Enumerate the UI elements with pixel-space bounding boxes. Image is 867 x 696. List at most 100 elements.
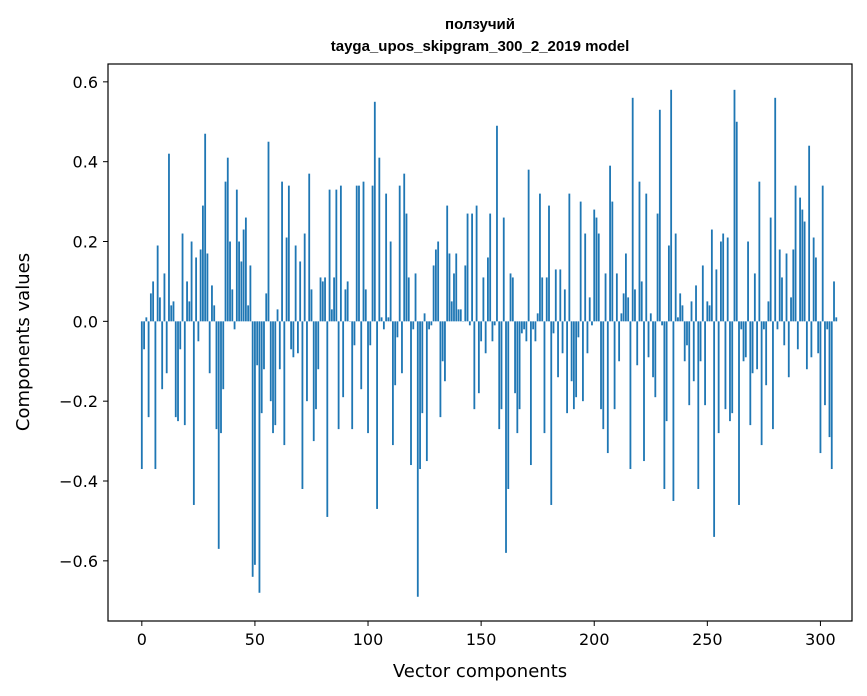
- bar-169: [523, 321, 526, 330]
- bar-293: [803, 221, 806, 322]
- bar-164: [511, 277, 514, 322]
- bar-36: [222, 321, 225, 390]
- bar-264: [738, 321, 740, 505]
- bar-206: [606, 321, 609, 454]
- bar-214: [625, 253, 627, 322]
- bar-267: [744, 321, 747, 358]
- x-axis-label: Vector components: [393, 661, 567, 682]
- x-tick-label: 250: [692, 630, 723, 649]
- bar-101: [369, 321, 372, 346]
- bar-298: [815, 257, 817, 322]
- bar-228: [656, 213, 659, 322]
- bar-3: [147, 321, 150, 418]
- bar-124: [421, 321, 424, 414]
- bar-289: [794, 185, 797, 322]
- bar-51: [256, 321, 259, 366]
- bar-144: [466, 213, 469, 322]
- bar-302: [824, 321, 826, 406]
- bar-294: [805, 321, 808, 370]
- x-tick-label: 50: [245, 630, 265, 649]
- bar-232: [665, 321, 668, 422]
- bar-33: [215, 321, 218, 430]
- bar-273: [758, 181, 761, 322]
- bar-305: [830, 321, 833, 470]
- bar-191: [572, 321, 575, 410]
- bar-216: [629, 321, 632, 470]
- bar-4: [149, 293, 152, 322]
- bar-223: [645, 193, 648, 322]
- bar-274: [760, 321, 763, 446]
- bar-227: [654, 321, 657, 398]
- y-tick-label: −0.6: [59, 552, 98, 571]
- bar-188: [566, 321, 568, 414]
- bar-210: [615, 273, 618, 322]
- bar-74: [308, 173, 311, 322]
- bar-279: [772, 321, 774, 430]
- bar-272: [756, 321, 759, 370]
- bar-165: [514, 321, 516, 394]
- bar-181: [550, 321, 553, 505]
- bar-37: [224, 181, 227, 322]
- bar-266: [742, 321, 745, 362]
- bar-29: [206, 253, 209, 322]
- y-tick-label: 0.4: [73, 153, 98, 172]
- bar-98: [362, 181, 365, 322]
- bar-261: [731, 321, 734, 414]
- bar-208: [611, 201, 614, 322]
- bar-99: [364, 289, 367, 322]
- bar-184: [557, 321, 559, 378]
- bar-18: [181, 233, 184, 322]
- y-tick-label: 0.0: [73, 312, 98, 331]
- bar-88: [339, 185, 342, 322]
- bar-204: [602, 321, 605, 430]
- bar-148: [475, 205, 478, 322]
- bar-79: [319, 277, 322, 322]
- bar-52: [258, 321, 261, 593]
- bar-96: [358, 185, 360, 322]
- bar-90: [344, 289, 347, 322]
- bar-234: [670, 89, 673, 322]
- bar-190: [570, 321, 573, 382]
- bar-161: [505, 321, 507, 553]
- bar-117: [405, 213, 408, 322]
- bar-212: [620, 313, 623, 322]
- bar-108: [385, 193, 388, 322]
- bar-53: [260, 321, 263, 414]
- bar-160: [502, 217, 505, 322]
- bar-166: [516, 321, 519, 434]
- bar-22: [190, 241, 193, 322]
- bar-306: [833, 281, 835, 322]
- bar-281: [776, 321, 779, 330]
- bar-201: [595, 217, 598, 322]
- bar-238: [679, 293, 682, 322]
- bar-207: [609, 165, 611, 322]
- bar-278: [769, 217, 772, 322]
- bar-222: [643, 321, 645, 462]
- x-axis-ticks: 0 50 100 150 200 250 300: [137, 621, 836, 649]
- x-tick-label: 0: [137, 630, 147, 649]
- bar-277: [767, 301, 770, 322]
- bar-230: [661, 321, 663, 326]
- bar-38: [226, 157, 229, 322]
- bar-170: [525, 321, 528, 342]
- bar-58: [272, 321, 274, 434]
- bar-111: [392, 321, 394, 446]
- bar-177: [541, 277, 544, 322]
- bar-16: [177, 321, 179, 422]
- bar-167: [518, 321, 521, 410]
- bar-247: [699, 321, 702, 362]
- bar-44: [240, 261, 243, 322]
- bar-203: [600, 321, 602, 410]
- bar-250: [706, 301, 709, 322]
- bar-140: [457, 309, 460, 322]
- bar-43: [238, 241, 240, 322]
- bar-82: [326, 321, 329, 517]
- y-tick-label: 0.6: [73, 73, 98, 92]
- bar-103: [373, 101, 376, 322]
- bar-105: [378, 157, 381, 322]
- bar-133: [441, 321, 444, 362]
- bar-68: [294, 245, 297, 322]
- chart-title-model: tayga_upos_skipgram_300_2_2019 model: [331, 38, 630, 55]
- bar-151: [482, 277, 485, 322]
